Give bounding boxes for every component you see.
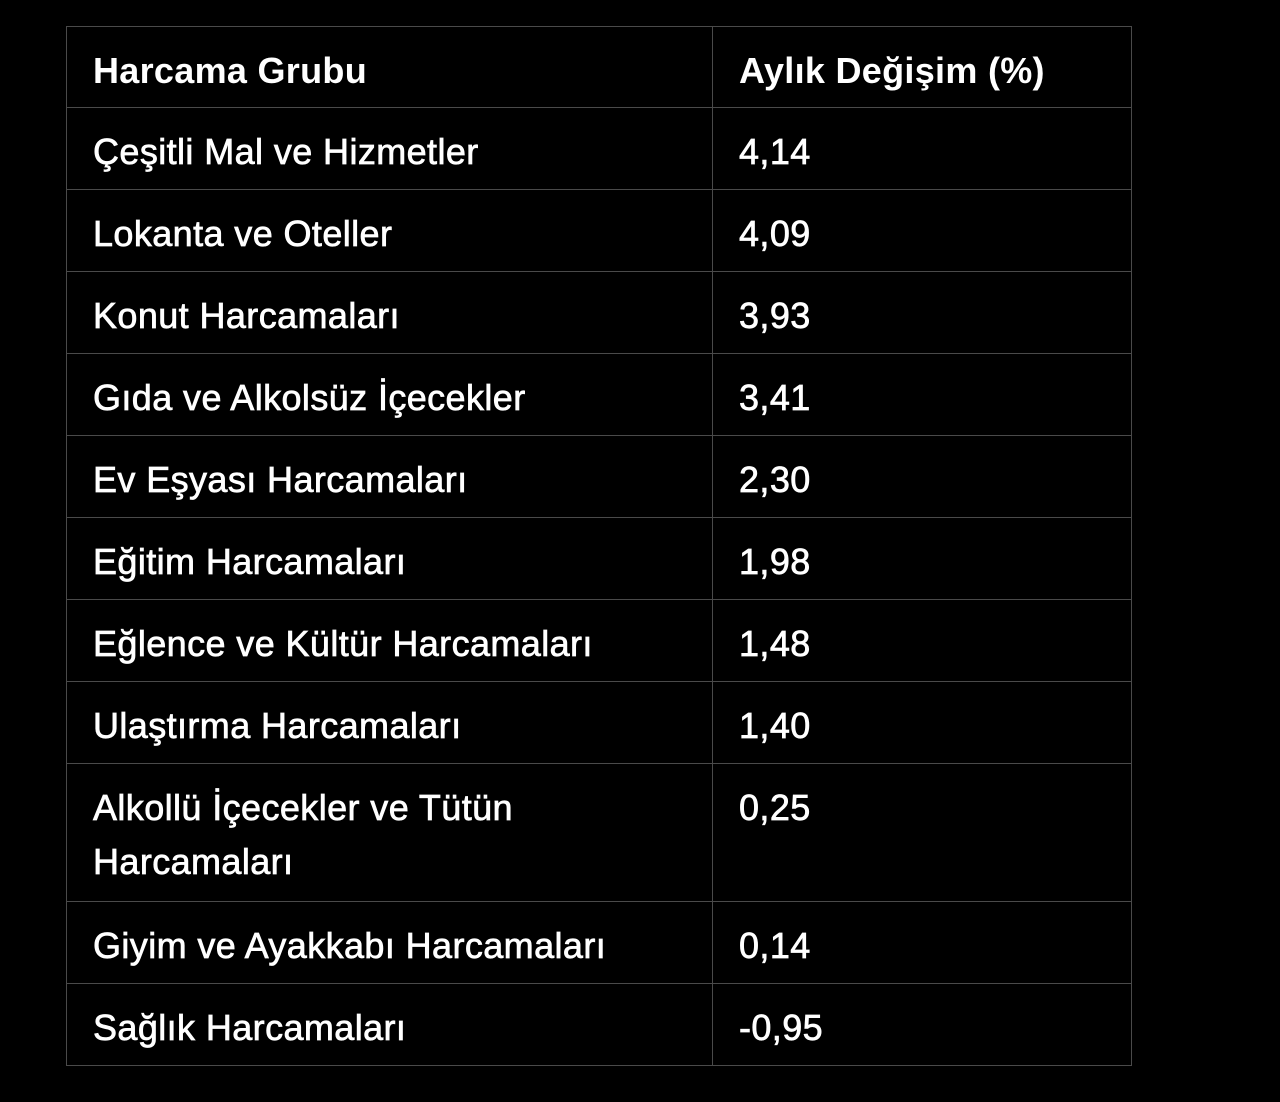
spending-group-cell: Giyim ve Ayakkabı Harcamaları — [66, 901, 713, 984]
table-row: Alkollü İçecekler ve Tütün Harcamaları 0,… — [66, 763, 1132, 902]
table-row: Giyim ve Ayakkabı Harcamaları 0,14 — [66, 901, 1132, 984]
table-row: Ulaştırma Harcamaları 1,40 — [66, 681, 1132, 764]
table-header-row: Harcama Grubu Aylık Değişim (%) — [66, 26, 1132, 108]
monthly-change-cell: 2,30 — [712, 435, 1132, 518]
monthly-change-cell: -0,95 — [712, 983, 1132, 1066]
header-monthly-change: Aylık Değişim (%) — [712, 26, 1132, 108]
spending-group-cell: Eğlence ve Kültür Harcamaları — [66, 599, 713, 682]
monthly-change-cell: 0,25 — [712, 763, 1132, 902]
table-row: Eğlence ve Kültür Harcamaları 1,48 — [66, 599, 1132, 682]
spending-group-cell: Gıda ve Alkolsüz İçecekler — [66, 353, 713, 436]
spending-group-cell: Lokanta ve Oteller — [66, 189, 713, 272]
table-row: Çeşitli Mal ve Hizmetler 4,14 — [66, 107, 1132, 190]
spending-group-cell: Konut Harcamaları — [66, 271, 713, 354]
header-spending-group: Harcama Grubu — [66, 26, 713, 108]
table-row: Konut Harcamaları 3,93 — [66, 271, 1132, 354]
monthly-change-cell: 4,14 — [712, 107, 1132, 190]
monthly-change-cell: 1,98 — [712, 517, 1132, 600]
spending-group-cell: Sağlık Harcamaları — [66, 983, 713, 1066]
monthly-change-cell: 1,48 — [712, 599, 1132, 682]
table-row: Gıda ve Alkolsüz İçecekler 3,41 — [66, 353, 1132, 436]
spending-group-cell: Çeşitli Mal ve Hizmetler — [66, 107, 713, 190]
monthly-change-cell: 0,14 — [712, 901, 1132, 984]
monthly-change-cell: 4,09 — [712, 189, 1132, 272]
spending-group-cell: Ev Eşyası Harcamaları — [66, 435, 713, 518]
table-row: Ev Eşyası Harcamaları 2,30 — [66, 435, 1132, 518]
spending-group-cell: Alkollü İçecekler ve Tütün Harcamaları — [66, 763, 713, 902]
table-row: Eğitim Harcamaları 1,98 — [66, 517, 1132, 600]
monthly-change-cell: 3,93 — [712, 271, 1132, 354]
spending-change-table: Harcama Grubu Aylık Değişim (%) Çeşitli … — [66, 26, 1132, 1066]
monthly-change-cell: 1,40 — [712, 681, 1132, 764]
spending-group-cell: Ulaştırma Harcamaları — [66, 681, 713, 764]
monthly-change-cell: 3,41 — [712, 353, 1132, 436]
spending-group-cell: Eğitim Harcamaları — [66, 517, 713, 600]
table-row: Sağlık Harcamaları -0,95 — [66, 983, 1132, 1066]
table-row: Lokanta ve Oteller 4,09 — [66, 189, 1132, 272]
